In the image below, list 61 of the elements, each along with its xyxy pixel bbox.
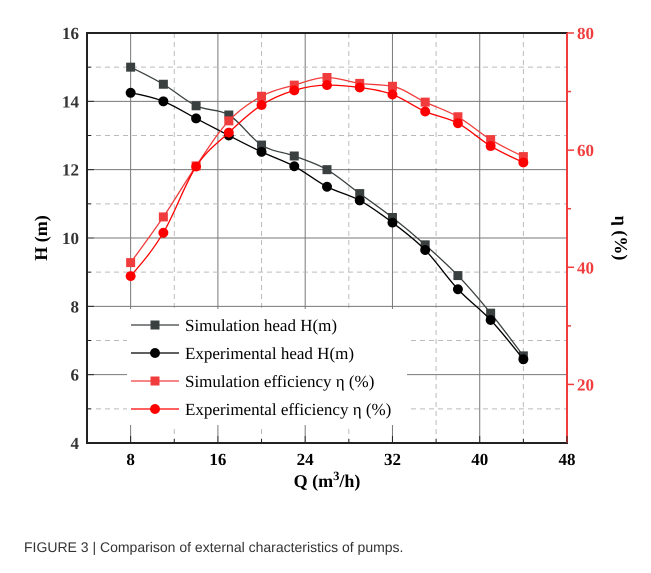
x-tick-label: 40 <box>471 450 488 469</box>
legend-label: Simulation head H(m) <box>185 316 338 335</box>
y-tick-label: 4 <box>70 434 80 453</box>
point <box>388 82 397 91</box>
x-axis-title: Q (m$^{3}$/h) <box>294 469 360 491</box>
legend-label: Experimental efficiency η (%) <box>185 400 392 419</box>
x-tick-label: 8 <box>126 450 135 469</box>
point <box>452 284 463 294</box>
point <box>354 82 365 92</box>
y2-tick-label: 60 <box>577 141 594 160</box>
point <box>452 118 463 128</box>
point <box>126 271 136 282</box>
point <box>486 141 496 152</box>
y2-tick-label: 40 <box>577 258 594 278</box>
point <box>453 271 462 280</box>
caption: FIGURE 3 | Comparison of external characteristics of pumps. <box>24 539 404 555</box>
point <box>158 228 168 238</box>
point <box>387 90 398 100</box>
point <box>290 152 299 160</box>
point <box>322 182 332 192</box>
point <box>256 100 267 110</box>
point <box>158 80 168 89</box>
point <box>518 157 528 168</box>
y2-tick-label: 80 <box>577 24 594 43</box>
x-tick-label: 32 <box>384 450 401 469</box>
y2-tick-label: 20 <box>577 375 594 394</box>
y-tick-label: 14 <box>62 92 80 112</box>
point <box>420 244 430 255</box>
point <box>486 315 496 325</box>
point <box>354 195 365 206</box>
legend-label: Simulation efficiency η (%) <box>185 372 374 391</box>
y-axis-title: H (m) <box>31 215 51 261</box>
point <box>257 92 266 101</box>
point <box>420 98 430 107</box>
x-tick-label: 48 <box>558 450 576 469</box>
y-tick-label: 12 <box>62 160 79 180</box>
x-tick-label: 16 <box>209 450 226 469</box>
point <box>518 354 528 364</box>
x-tick-label: 24 <box>296 450 314 469</box>
point <box>322 80 332 90</box>
point <box>224 116 234 126</box>
y2-axis-title: η (%) <box>611 216 631 260</box>
point <box>192 101 201 110</box>
point <box>126 62 136 72</box>
y-tick-label: 16 <box>62 24 79 43</box>
point <box>224 128 234 138</box>
point <box>158 212 168 222</box>
point <box>256 146 267 157</box>
y-tick-label: 10 <box>62 229 79 248</box>
point <box>126 88 136 98</box>
point <box>191 113 202 124</box>
point <box>126 258 136 268</box>
y-tick-label: 6 <box>70 366 79 385</box>
y-tick-label: 8 <box>70 297 79 316</box>
point <box>420 106 430 116</box>
point <box>387 218 398 228</box>
point <box>322 165 332 174</box>
point <box>158 96 168 106</box>
point <box>289 161 300 172</box>
point <box>289 85 300 96</box>
legend-label: Experimental head H(m) <box>185 344 354 363</box>
